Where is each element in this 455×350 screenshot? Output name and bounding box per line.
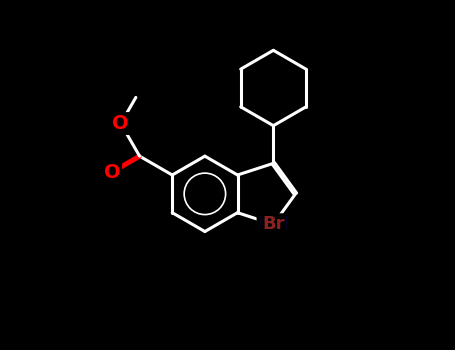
Text: O: O xyxy=(112,114,129,133)
Text: O: O xyxy=(104,163,120,182)
Text: NH: NH xyxy=(258,215,288,233)
Text: Br: Br xyxy=(262,215,285,233)
